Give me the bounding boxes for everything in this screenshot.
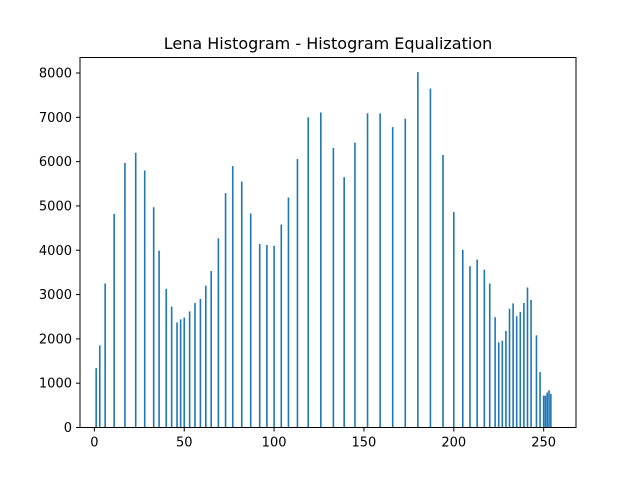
y-tick-label: 4000 bbox=[39, 244, 72, 259]
histogram-bar bbox=[512, 303, 514, 428]
histogram-bar bbox=[519, 311, 522, 428]
histogram-bar bbox=[442, 154, 444, 428]
histogram-bar bbox=[501, 340, 504, 428]
y-tick-label: 1000 bbox=[39, 377, 72, 392]
histogram-bar bbox=[550, 393, 552, 428]
histogram-bar bbox=[170, 306, 173, 428]
histogram-bar bbox=[296, 158, 299, 428]
histogram-bar bbox=[366, 113, 369, 428]
x-tick-label: 250 bbox=[531, 436, 556, 451]
histogram-bar bbox=[124, 162, 126, 428]
histogram-bar bbox=[379, 113, 381, 428]
y-tick-label: 3000 bbox=[39, 288, 72, 303]
histogram-bar bbox=[508, 308, 511, 428]
histogram-bar bbox=[224, 193, 227, 428]
chart-title: Lena Histogram - Histogram Equalization bbox=[164, 34, 493, 53]
histogram-bar bbox=[483, 269, 486, 428]
histogram-bar bbox=[210, 271, 212, 428]
histogram-bar bbox=[273, 245, 275, 428]
histogram-bar bbox=[143, 170, 146, 428]
histogram-bar bbox=[542, 395, 545, 428]
histogram-bar bbox=[505, 330, 507, 428]
y-tick-label: 7000 bbox=[39, 111, 72, 126]
y-tick-label: 0 bbox=[64, 421, 72, 436]
histogram-bar bbox=[179, 319, 182, 428]
histogram-bar bbox=[417, 72, 419, 428]
histogram-bar bbox=[404, 118, 407, 428]
bars-group bbox=[95, 72, 552, 428]
histogram-bar bbox=[240, 181, 243, 428]
histogram-bar bbox=[429, 88, 432, 428]
histogram-bar bbox=[548, 390, 550, 428]
histogram-bar bbox=[199, 299, 202, 428]
x-tick-label: 200 bbox=[441, 436, 466, 451]
histogram-bar bbox=[165, 288, 168, 428]
histogram-bar bbox=[258, 244, 261, 428]
histogram-bar bbox=[249, 213, 252, 428]
histogram-bar bbox=[354, 142, 356, 428]
histogram-bar bbox=[266, 244, 268, 428]
histogram-bar bbox=[488, 283, 491, 428]
histogram-bar bbox=[287, 197, 290, 428]
histogram-bar bbox=[546, 392, 549, 428]
plot-frame bbox=[79, 57, 577, 428]
histogram-bar bbox=[280, 224, 283, 428]
histogram-bar bbox=[523, 302, 525, 428]
histogram-bar bbox=[113, 213, 115, 428]
histogram-bar bbox=[134, 152, 137, 428]
histogram-bar bbox=[98, 345, 101, 428]
histogram-bar bbox=[535, 335, 538, 428]
y-tick-label: 2000 bbox=[39, 332, 72, 347]
histogram-bar bbox=[194, 302, 196, 428]
y-axis-ticks: 0 1000 2000 3000 4000 5000 6000 7000 8000 bbox=[39, 67, 80, 436]
x-tick-label: 150 bbox=[352, 436, 377, 451]
histogram-bar bbox=[476, 259, 478, 428]
histogram-bar bbox=[539, 372, 541, 428]
histogram-bar bbox=[497, 342, 500, 428]
histogram-bar bbox=[526, 287, 529, 428]
histogram-bar bbox=[494, 317, 496, 428]
histogram-bar bbox=[461, 249, 464, 428]
x-tick-label: 0 bbox=[90, 436, 98, 451]
histogram-bar bbox=[343, 177, 345, 428]
histogram-bar bbox=[307, 117, 310, 428]
x-tick-label: 50 bbox=[176, 436, 193, 451]
histogram-bar bbox=[104, 283, 106, 428]
histogram-bar bbox=[515, 316, 518, 428]
x-tick-label: 100 bbox=[262, 436, 287, 451]
y-tick-label: 6000 bbox=[39, 155, 72, 170]
histogram-bar bbox=[158, 250, 160, 428]
histogram-bar bbox=[332, 147, 335, 428]
histogram-bar bbox=[205, 285, 207, 428]
histogram-bar bbox=[530, 299, 532, 428]
y-tick-label: 8000 bbox=[39, 67, 72, 82]
histogram-bar bbox=[188, 311, 191, 428]
histogram-bar bbox=[152, 207, 155, 428]
histogram-bar bbox=[217, 238, 220, 428]
y-tick-label: 5000 bbox=[39, 199, 72, 214]
histogram-bar bbox=[176, 322, 178, 428]
x-axis-ticks: 0 50 100 150 200 250 bbox=[90, 427, 556, 451]
histogram-bar bbox=[183, 317, 186, 428]
histogram-bar bbox=[95, 368, 97, 428]
histogram-bar bbox=[469, 266, 471, 428]
histogram-bar bbox=[231, 166, 234, 428]
histogram-bar bbox=[453, 212, 455, 428]
histogram-bar bbox=[391, 127, 394, 428]
histogram-bar bbox=[320, 112, 322, 428]
histogram-bar bbox=[544, 395, 547, 428]
